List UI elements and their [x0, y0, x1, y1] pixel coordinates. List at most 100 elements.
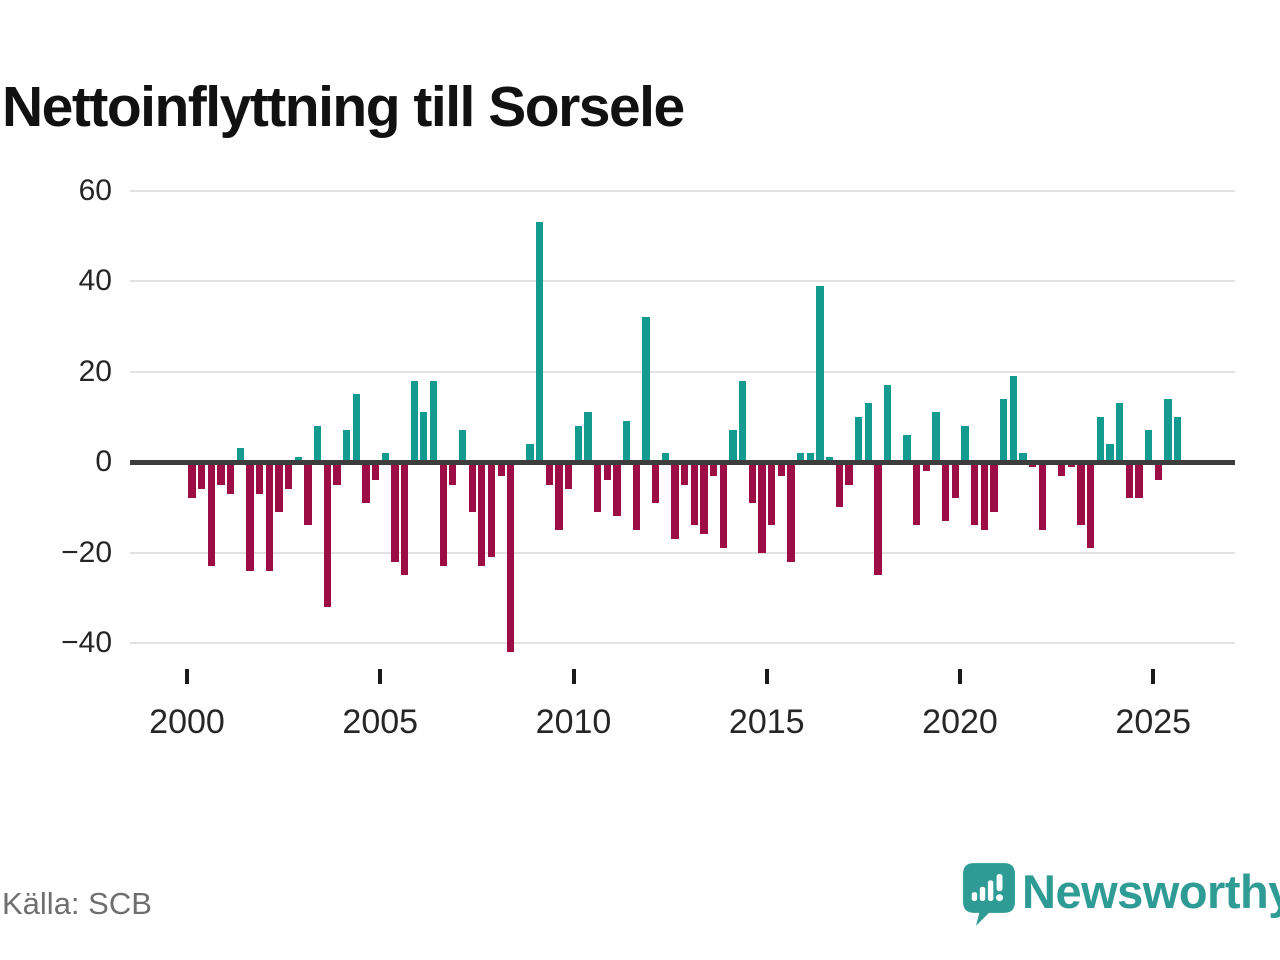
bar-2025Q1	[1154, 462, 1162, 481]
bar-2024Q2	[1125, 462, 1133, 499]
bar-2011Q4	[642, 317, 650, 462]
bar-2013Q4	[719, 462, 728, 548]
bar-2023Q1	[1077, 462, 1085, 526]
bar-2012Q3	[671, 462, 679, 539]
bar-2020Q4	[990, 462, 998, 512]
bar-2001Q1	[226, 462, 235, 494]
bar-2000Q2	[197, 462, 206, 490]
x-tick-2010	[571, 669, 576, 684]
bar-2001Q4	[255, 462, 264, 494]
bar-2004Q4	[371, 462, 380, 481]
bar-2007Q1	[458, 430, 467, 462]
x-tick-2020	[958, 669, 962, 684]
newsworthy-logo: Newsworthy	[958, 858, 1280, 928]
bar-2021Q2	[1009, 376, 1017, 462]
bar-2009Q1	[536, 222, 544, 462]
bar-2006Q2	[429, 380, 438, 462]
y-axis-label-60: 60	[78, 173, 112, 207]
bar-2012Q4	[681, 462, 689, 485]
gridline-y-60	[130, 189, 1235, 192]
bar-2025Q2	[1164, 398, 1172, 462]
bar-2023Q4	[1106, 443, 1114, 462]
bar-2015Q3	[787, 462, 795, 562]
bar-2006Q1	[420, 412, 428, 462]
bar-2004Q2	[352, 394, 360, 462]
bar-2000Q4	[217, 462, 225, 485]
bar-2025Q3	[1173, 416, 1182, 462]
newsworthy-logo-icon	[963, 863, 1015, 926]
bar-2017Q4	[874, 462, 882, 576]
chart-title: Nettoinflyttning till Sorsele	[2, 75, 685, 140]
newsworthy-logo-text: Newsworthy	[1022, 865, 1280, 918]
bar-2009Q4	[565, 462, 573, 490]
bar-2011Q2	[623, 421, 631, 462]
bar-2008Q4	[526, 443, 534, 462]
bar-2005Q3	[400, 462, 409, 576]
bar-2018Q1	[884, 385, 892, 462]
bar-2014Q2	[739, 380, 747, 462]
bar-2021Q1	[999, 398, 1008, 462]
bar-2017Q3	[864, 403, 872, 462]
bar-2009Q3	[555, 462, 563, 530]
bar-2003Q4	[333, 462, 341, 485]
bar-2000Q1	[188, 462, 196, 499]
x-axis-label-2020: 2020	[922, 703, 998, 741]
bar-2022Q1	[1038, 462, 1046, 530]
bar-2006Q3	[439, 462, 447, 567]
bar-2019Q1	[922, 462, 930, 472]
x-axis-label-2005: 2005	[342, 703, 419, 741]
bar-2017Q1	[845, 462, 853, 485]
x-axis-label-2015: 2015	[728, 703, 805, 741]
bar-2016Q2	[816, 285, 824, 462]
bar-2024Q3	[1135, 462, 1143, 499]
gridline-y-40	[130, 280, 1235, 282]
bar-2004Q1	[342, 430, 351, 462]
bar-2003Q2	[313, 425, 322, 462]
bar-2005Q2	[391, 462, 399, 562]
x-tick-2005	[378, 669, 383, 684]
bar-2013Q1	[690, 462, 699, 526]
bar-2008Q2	[507, 462, 515, 653]
y-axis-label-0: 0	[95, 445, 112, 478]
bar-2014Q1	[729, 430, 737, 462]
x-tick-2025	[1151, 669, 1156, 684]
bar-2010Q1	[574, 425, 583, 462]
bar-2005Q4	[410, 380, 418, 462]
bar-2004Q3	[362, 462, 370, 503]
bar-2023Q2	[1086, 462, 1095, 548]
x-axis-label-2000: 2000	[149, 703, 225, 741]
zero-axis-line	[130, 459, 1235, 465]
gridline-y--20	[130, 551, 1235, 554]
bar-2011Q3	[632, 462, 641, 530]
gridline-y--40	[130, 642, 1235, 644]
y-axis-label--20: −20	[61, 535, 112, 569]
bar-2002Q2	[275, 462, 283, 512]
bar-2015Q1	[768, 462, 776, 526]
bar-2024Q1	[1115, 403, 1124, 462]
bar-2006Q4	[449, 462, 457, 485]
bar-2001Q3	[246, 462, 254, 571]
bar-2021Q3	[1019, 452, 1027, 462]
bar-2010Q2	[584, 412, 592, 462]
bar-2010Q4	[603, 462, 612, 481]
bar-2019Q2	[932, 412, 940, 462]
bar-2016Q1	[806, 452, 814, 462]
bar-2007Q4	[487, 462, 496, 558]
gridline-y-20	[130, 370, 1235, 373]
bar-2002Q3	[284, 462, 293, 490]
bar-2016Q4	[835, 462, 843, 508]
bar-2002Q1	[265, 462, 273, 571]
y-axis-label-20: 20	[78, 354, 112, 388]
bar-2015Q2	[777, 462, 785, 476]
bar-2024Q4	[1144, 430, 1153, 462]
bar-2018Q3	[903, 434, 911, 462]
bar-2003Q3	[323, 462, 331, 607]
source-note: Källa: SCB	[2, 886, 152, 921]
bar-2023Q3	[1096, 416, 1104, 462]
bar-2014Q4	[758, 462, 766, 553]
bar-2012Q2	[661, 452, 670, 462]
bar-2017Q2	[855, 416, 863, 462]
bar-2013Q3	[710, 462, 718, 476]
